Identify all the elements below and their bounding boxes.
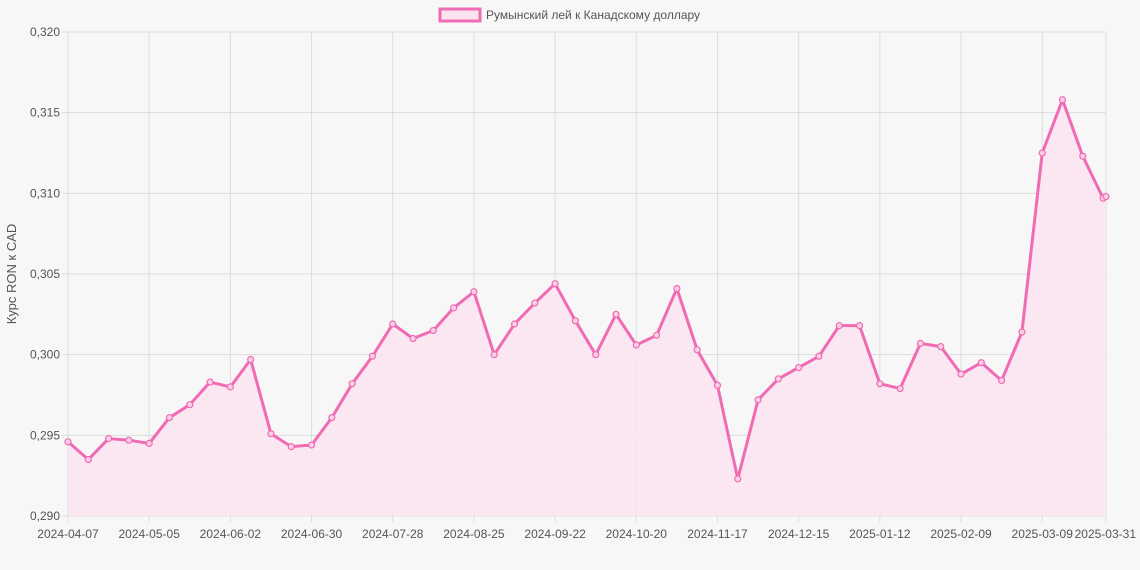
data-point[interactable] <box>328 413 336 422</box>
area-fill-layer <box>68 99 1106 516</box>
data-point[interactable] <box>1058 96 1067 104</box>
y-tick-label: 0,290 <box>30 509 60 523</box>
y-axis-ticks: 0,290 0,295 0,300 0,305 0,310 0,315 0,320 <box>30 25 60 523</box>
x-tick-label: 2024-05-05 <box>118 527 180 541</box>
y-tick-label: 0,315 <box>30 106 60 120</box>
data-point[interactable] <box>855 322 864 330</box>
data-point[interactable] <box>145 439 153 447</box>
data-point[interactable] <box>977 359 985 367</box>
series-area <box>68 99 1106 516</box>
data-point[interactable] <box>592 351 600 359</box>
data-point[interactable] <box>206 378 214 386</box>
data-point[interactable] <box>165 413 174 422</box>
data-point[interactable] <box>1018 328 1026 336</box>
data-point[interactable] <box>409 334 417 343</box>
y-tick-label: 0,305 <box>30 267 60 281</box>
data-point[interactable] <box>916 339 925 347</box>
x-tick-label: 2024-12-15 <box>768 527 830 541</box>
legend[interactable]: Румынский лей к Канадскому доллару <box>438 7 700 23</box>
data-point[interactable] <box>247 355 255 364</box>
x-tick-label: 2025-01-12 <box>849 527 911 541</box>
y-tick-label: 0,320 <box>30 25 60 39</box>
data-point[interactable] <box>470 288 478 296</box>
data-point[interactable] <box>226 383 234 391</box>
data-point[interactable] <box>795 363 803 372</box>
data-point[interactable] <box>125 436 133 444</box>
data-point[interactable] <box>937 343 945 351</box>
data-point[interactable] <box>713 381 722 389</box>
data-point[interactable] <box>307 441 316 449</box>
x-tick-label: 2025-03-31 <box>1075 527 1137 541</box>
data-point[interactable] <box>754 396 762 404</box>
x-tick-label: 2024-11-17 <box>687 527 748 541</box>
data-point[interactable] <box>450 304 458 312</box>
data-point[interactable] <box>368 352 377 360</box>
y-tick-label: 0,300 <box>30 348 60 362</box>
data-point[interactable] <box>429 326 437 335</box>
legend-swatch[interactable] <box>438 7 482 23</box>
legend-label[interactable]: Румынский лей к Канадскому доллару <box>486 8 700 22</box>
data-point[interactable] <box>957 370 965 378</box>
x-tick-label: 2024-07-28 <box>362 527 424 541</box>
data-point[interactable] <box>652 331 661 339</box>
data-point[interactable] <box>632 341 640 349</box>
data-point[interactable] <box>896 384 904 393</box>
data-point[interactable] <box>490 351 498 359</box>
x-tick-label: 2025-02-09 <box>930 527 992 541</box>
x-tick-label: 2024-10-20 <box>606 527 668 541</box>
data-point[interactable] <box>1102 192 1110 201</box>
x-tick-label: 2024-08-25 <box>443 527 505 541</box>
data-point[interactable] <box>510 320 519 328</box>
data-point[interactable] <box>1079 152 1087 160</box>
data-point[interactable] <box>815 352 823 360</box>
y-tick-label: 0,310 <box>30 186 60 200</box>
y-axis-title: Курс RON к CAD <box>4 224 19 325</box>
x-tick-label: 2024-04-07 <box>37 527 99 541</box>
data-point[interactable] <box>531 299 539 307</box>
data-point[interactable] <box>287 443 295 451</box>
data-point[interactable] <box>774 375 782 383</box>
data-point[interactable] <box>104 434 113 443</box>
x-tick-label: 2024-09-22 <box>524 527 586 541</box>
data-point[interactable] <box>835 322 843 330</box>
data-point[interactable] <box>551 280 559 288</box>
x-axis-ticks: 2024-04-07 2024-05-05 2024-06-02 2024-06-30… <box>37 527 1136 541</box>
data-point[interactable] <box>876 380 884 388</box>
data-point[interactable] <box>673 284 681 293</box>
data-point[interactable] <box>998 376 1006 385</box>
data-point[interactable] <box>612 310 620 318</box>
y-tick-label: 0,295 <box>30 428 60 442</box>
data-point[interactable] <box>64 438 72 446</box>
data-point[interactable] <box>84 455 92 464</box>
data-point[interactable] <box>389 320 397 328</box>
data-point[interactable] <box>186 401 194 409</box>
data-point[interactable] <box>693 346 701 354</box>
data-point[interactable] <box>267 430 275 438</box>
data-point[interactable] <box>734 475 742 483</box>
x-tick-label: 2025-03-09 <box>1012 527 1074 541</box>
data-point[interactable] <box>1038 149 1046 157</box>
x-tick-label: 2024-06-02 <box>200 527 262 541</box>
x-tick-label: 2024-06-30 <box>281 527 343 541</box>
data-points-layer <box>64 96 1110 483</box>
data-point[interactable] <box>348 380 356 388</box>
data-point[interactable] <box>571 317 580 325</box>
